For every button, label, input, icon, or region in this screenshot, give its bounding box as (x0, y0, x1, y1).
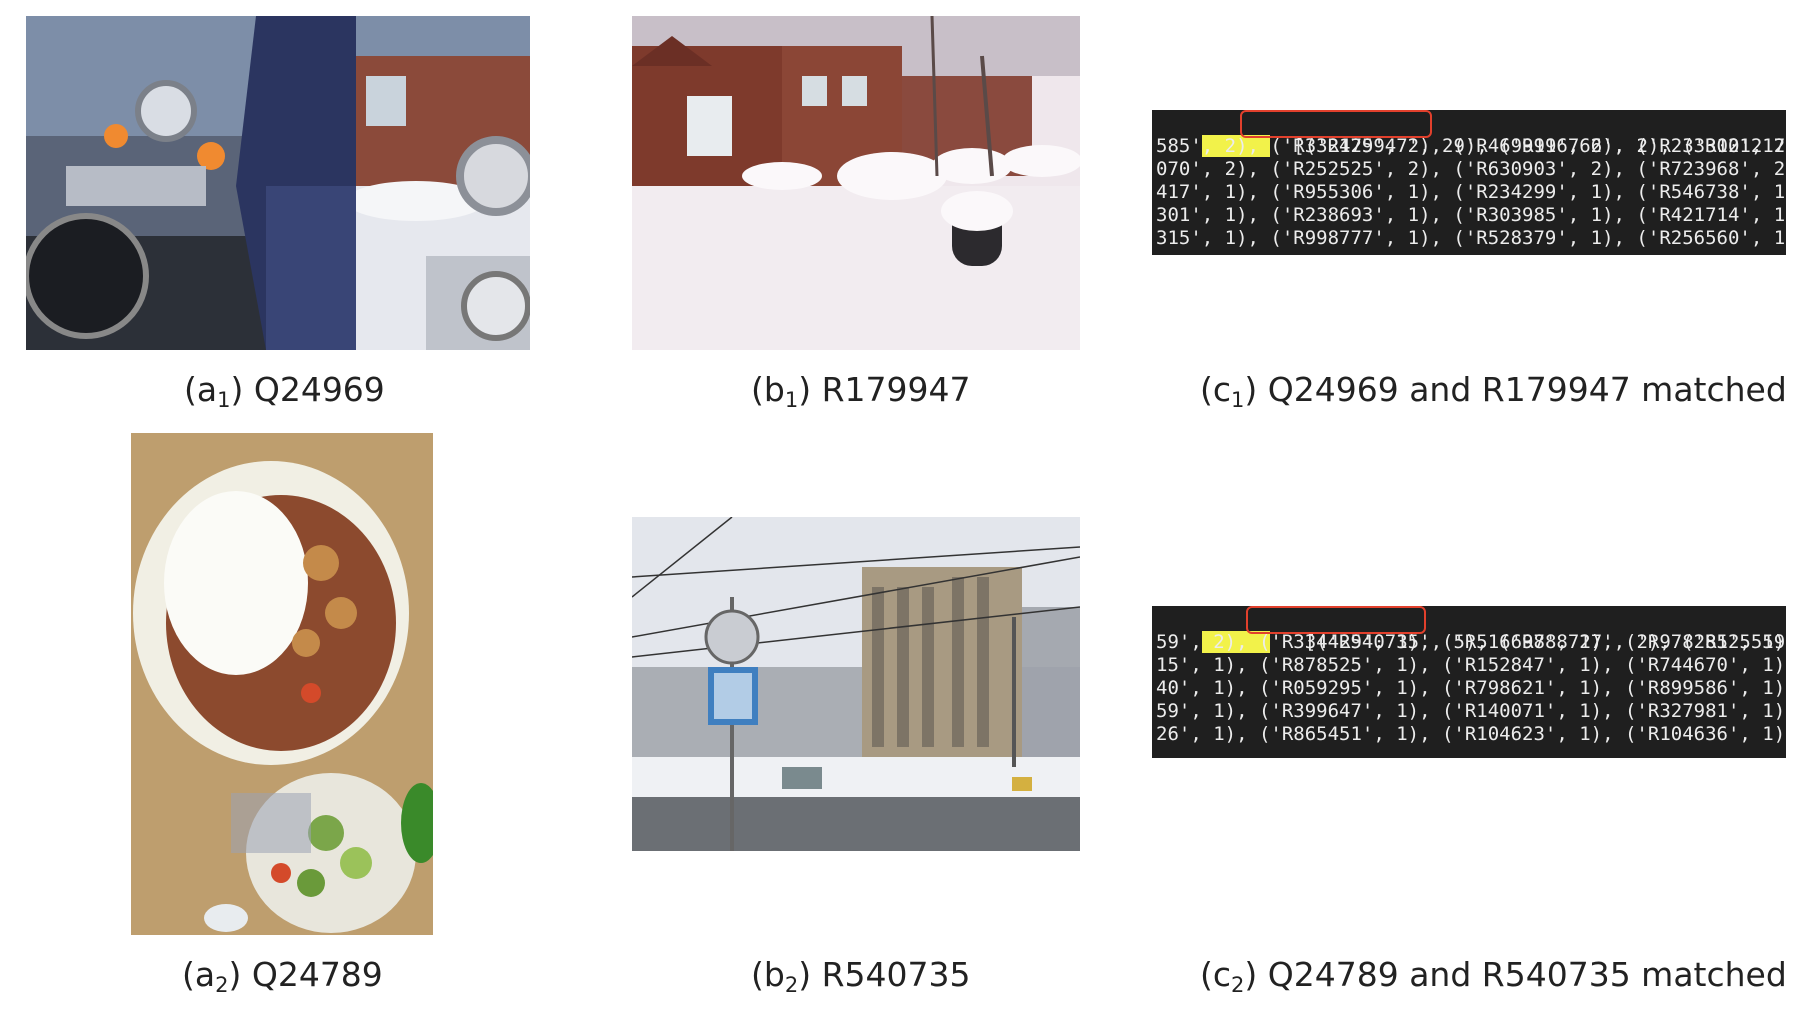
terminal-line: 585', 2), ('R332425', 2), ('R469911', 2)… (1156, 135, 1786, 157)
top-match-box (1246, 606, 1426, 634)
match-list-rest: ('R888727', 2), ('R125559', 2), (1499, 631, 1786, 653)
terminal-line: 315', 1), ('R998777', 1), ('R528379', 1)… (1156, 227, 1786, 249)
caption-b2: (b2) R540735 (751, 955, 971, 997)
match-list-rest: ('R996766', 2), ('R021217', 2), (1499, 135, 1786, 157)
terminal-line: 26', 1), ('R865451', 1), ('R104623', 1),… (1156, 723, 1786, 745)
terminal-line: Q24969 [('R179947', 29), ('R996766', 2),… (1156, 112, 1786, 181)
caption-b1: (b1) R179947 (751, 370, 971, 412)
photo-q24969-motorcycles (26, 16, 530, 350)
caption-c1: (c1) Q24969 and R179947 matched (1200, 370, 1787, 412)
match-output-terminal-2: Q24789 [('R540735', 5), ('R888727', 2), … (1152, 606, 1786, 758)
terminal-line: 40', 1), ('R059295', 1), ('R798621', 1),… (1156, 677, 1786, 699)
caption-c2: (c2) Q24789 and R540735 matched (1200, 955, 1787, 997)
caption-a2: (a2) Q24789 (182, 955, 383, 997)
query-id-highlight: Q24789 (1201, 631, 1271, 653)
top-match-text: [('R540735', 5), (1304, 631, 1488, 653)
terminal-line: 417', 1), ('R955306', 1), ('R234299', 1)… (1156, 181, 1786, 203)
terminal-line: Q24789 [('R540735', 5), ('R888727', 2), … (1156, 608, 1786, 677)
terminal-line: 15', 1), ('R878525', 1), ('R152847', 1),… (1156, 654, 1786, 676)
top-match-text: [('R179947', 29), (1293, 135, 1488, 157)
query-id-highlight: Q24969 (1201, 135, 1271, 157)
terminal-line: 59', 1), ('R399647', 1), ('R140071', 1),… (1156, 700, 1786, 722)
photo-r540735-snowy-city (632, 517, 1080, 851)
photo-q24789-curry-rice (131, 433, 433, 935)
match-output-terminal-1: Q24969 [('R179947', 29), ('R996766', 2),… (1152, 110, 1786, 255)
caption-a1: (a1) Q24969 (184, 370, 385, 412)
terminal-line: 301', 1), ('R238693', 1), ('R303985', 1)… (1156, 204, 1786, 226)
photo-r179947-snowy-street (632, 16, 1080, 350)
terminal-line: 59', 2), ('R334429', 1), ('R516697', 1),… (1156, 631, 1786, 653)
top-match-box (1240, 110, 1432, 138)
terminal-line: 070', 2), ('R252525', 2), ('R630903', 2)… (1156, 158, 1786, 180)
